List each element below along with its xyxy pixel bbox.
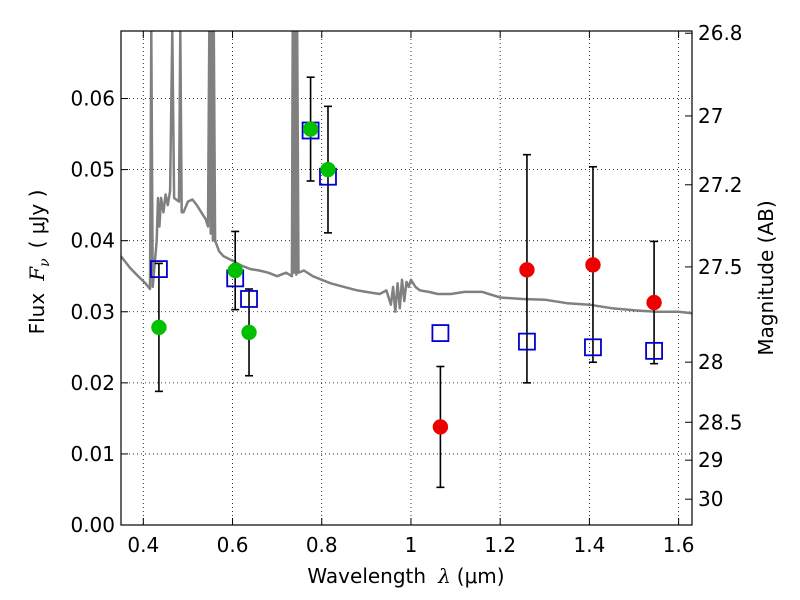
x-tick-label-1: 0.6 [217, 533, 249, 557]
x-tick-label-6: 1.6 [663, 533, 695, 557]
green-point-2 [241, 324, 257, 341]
x-tick-label-4: 1.2 [484, 533, 516, 557]
x-tick-label-0: 0.4 [127, 533, 159, 557]
green-point-0 [151, 319, 167, 336]
y-tick-label-6: 0.06 [70, 87, 115, 111]
mag-tick-label-0: 26.8 [698, 21, 743, 45]
red-point-1 [519, 262, 535, 278]
y-tick-label-4: 0.04 [70, 229, 115, 253]
model-square-2 [240, 290, 258, 308]
x-tick-label-3: 1 [405, 533, 418, 557]
mag-tick-label-3: 27.5 [698, 255, 743, 279]
plot-frame [120, 30, 693, 526]
model-square-8 [645, 341, 663, 360]
mag-tick-label-7: 30 [698, 487, 723, 511]
model-square-7 [584, 338, 602, 357]
y-axis-label: FluxFν( μJy ) [25, 190, 53, 335]
y-tick-label-5: 0.05 [70, 158, 115, 182]
tick-labels: 0.4 0.6 0.8 1 1.2 1.4 1.6 0.00 0.01 0.02 0.03 0.04 0… [70, 21, 742, 557]
spectrum-line [121, 31, 692, 315]
red-point-0 [432, 419, 449, 435]
red-point-2 [585, 257, 601, 273]
mag-tick-label-1: 27 [698, 104, 723, 128]
y-tick-label-1: 0.01 [70, 442, 115, 466]
x-axis-label: Wavelength λ (μm) [307, 564, 504, 588]
x-tick-label-5: 1.4 [573, 533, 605, 557]
ticks [121, 31, 692, 526]
green-point-4 [320, 161, 336, 178]
y-tick-label-2: 0.02 [70, 371, 115, 395]
model-square-6 [518, 332, 536, 351]
red-point-3 [646, 294, 662, 311]
y-tick-label-0: 0.00 [70, 513, 115, 537]
green-point-3 [302, 121, 319, 137]
y2-axis-label: Magnitude (AB) [754, 200, 778, 355]
x-tick-label-2: 0.8 [306, 533, 338, 557]
mag-tick-label-4: 28 [698, 350, 723, 374]
mag-tick-label-2: 27.2 [698, 173, 743, 197]
model-spectrum [121, 31, 692, 315]
mag-tick-label-6: 29 [698, 448, 723, 472]
y-tick-label-3: 0.03 [70, 300, 115, 324]
model-square-5 [431, 324, 450, 342]
green-point-1 [227, 262, 243, 279]
model-square-0 [150, 260, 168, 279]
mag-tick-label-5: 28.5 [698, 410, 743, 434]
grid [121, 31, 692, 526]
data-markers [150, 121, 663, 435]
